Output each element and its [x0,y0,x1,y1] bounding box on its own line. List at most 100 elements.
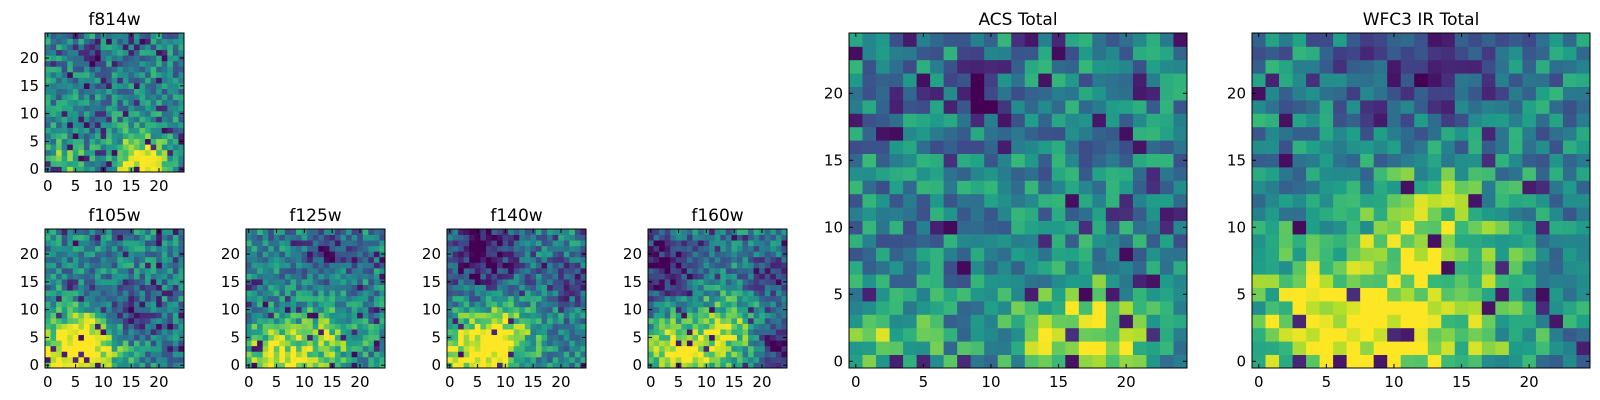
heatmap-cell [262,284,269,291]
heatmap-cell [351,229,358,235]
heatmap-cell [172,116,179,123]
heatmap-cell [145,317,152,324]
heatmap-cell [178,323,185,330]
heatmap-cell [122,116,129,123]
heatmap-cell [1011,207,1026,221]
heatmap-cell [156,245,163,252]
heatmap-cell [301,267,308,274]
heatmap-cell [862,234,877,248]
heatmap-cell [1400,341,1415,355]
heatmap-cell [1038,113,1053,128]
heatmap-cell [753,329,760,336]
heatmap-cell [373,312,380,319]
heatmap-cell [876,167,890,181]
heatmap-cell [552,279,559,285]
heatmap-cell [83,256,90,263]
heatmap-cell [524,351,531,358]
heatmap-cell [56,88,63,95]
heatmap-cell [1414,46,1429,61]
heatmap-cell [78,362,85,369]
heatmap-cell [323,323,330,330]
heatmap-cell [558,279,565,285]
heatmap-cell [1346,86,1361,101]
heatmap-cell [122,60,129,67]
heatmap-cell [1400,220,1415,235]
heatmap-cell [61,267,68,274]
heatmap-cell [122,38,129,45]
heatmap-cell [781,295,788,302]
heatmap-cell [368,334,375,341]
heatmap-cell [675,323,682,330]
heatmap-cell [541,251,548,258]
heatmap-cell [362,317,369,324]
heatmap-cell [508,284,515,291]
heatmap-cell [1306,274,1320,288]
heatmap-cell [698,262,704,269]
heatmap-cell [323,301,330,308]
heatmap-cell [1508,234,1523,248]
heatmap-cell [1279,33,1293,47]
heatmap-cell [334,351,341,358]
heatmap-cell [997,126,1012,141]
heatmap-cell [458,234,465,241]
heatmap-cell [95,256,101,263]
heatmap-cell [508,290,515,297]
heatmap-cell [1549,193,1564,208]
heatmap-cell [480,229,487,235]
heatmap-cell [72,340,79,347]
heatmap-cell [1279,301,1293,315]
heatmap-cell [720,262,727,269]
heatmap-cell [580,317,587,324]
heatmap-cell [1373,207,1388,221]
heatmap-cell [268,273,275,280]
heatmap-cell [552,229,559,235]
heatmap-cell [1078,100,1093,114]
heatmap-cell [156,284,163,291]
heatmap-cell [552,301,559,308]
heatmap-cell [45,234,51,241]
heatmap-cell [770,334,777,341]
heatmap-cell [664,306,671,313]
heatmap-cell [379,240,386,247]
heatmap-cell [161,256,168,263]
heatmap-cell [368,262,375,269]
heatmap-cell [50,323,57,330]
heatmap-cell [307,256,314,263]
heatmap-cell [1387,59,1402,74]
heatmap-cell [45,295,51,302]
heatmap-cell [1333,73,1348,87]
heatmap-cell [1414,220,1429,235]
heatmap-cell [284,240,291,247]
heatmap-cell [714,312,721,319]
heatmap-cell [1092,327,1107,342]
heatmap-cell [1522,274,1537,288]
heatmap-cell [334,295,341,302]
heatmap-cell [111,49,118,56]
heatmap-cell [547,334,554,341]
heatmap-cell [889,46,904,61]
heatmap-cell [1292,327,1307,342]
heatmap-cell [50,60,57,67]
heatmap-cell [862,86,877,101]
heatmap-cell [1346,193,1361,208]
heatmap-cell [664,273,671,280]
heatmap-cell [373,301,380,308]
heatmap-cell [1024,126,1039,141]
heatmap-cell [279,267,286,274]
heatmap-cell [1495,287,1510,302]
heatmap-cell [56,356,63,363]
heatmap-cell [172,256,179,263]
heatmap-cell [122,99,129,106]
heatmap-cell [1508,100,1523,114]
heatmap-cell [161,138,168,145]
heatmap-cell [1119,234,1134,248]
heatmap-cell [61,94,68,101]
heatmap-cell [1400,59,1415,74]
heatmap-cell [128,49,135,56]
heatmap-cell [307,317,314,324]
heatmap-cell [178,116,185,123]
heatmap-cell [675,345,682,352]
heatmap-cell [997,73,1012,87]
heatmap-cell [1252,167,1266,181]
heatmap-cell [720,240,727,247]
